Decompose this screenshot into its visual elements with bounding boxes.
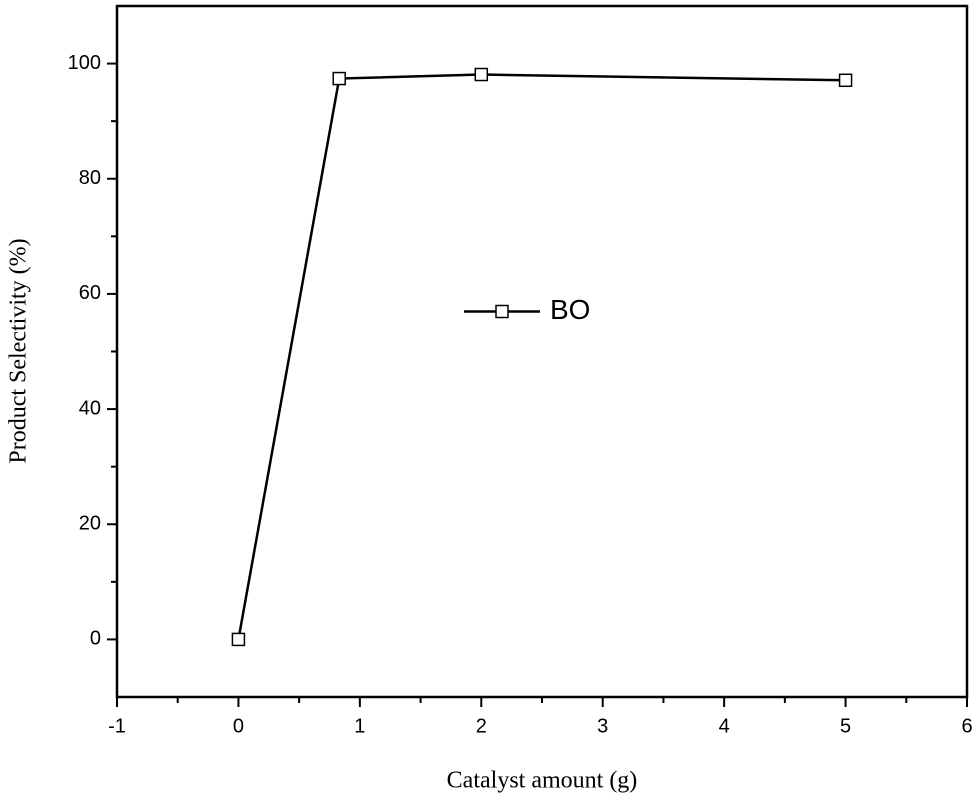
y-tick-label: 80 bbox=[79, 167, 101, 189]
y-tick-label: 60 bbox=[79, 282, 101, 304]
x-tick-label: -1 bbox=[108, 715, 126, 737]
series-line bbox=[237, 73, 846, 640]
x-tick-label: 3 bbox=[597, 715, 608, 737]
legend-marker bbox=[495, 304, 509, 319]
marker bbox=[332, 71, 346, 86]
x-tick-label: 6 bbox=[961, 715, 972, 737]
x-tick-label: 5 bbox=[840, 715, 851, 737]
marker bbox=[838, 73, 853, 88]
y-tick-label: 0 bbox=[90, 628, 101, 650]
y-tick-label: 40 bbox=[79, 397, 101, 419]
y-axis-label: Product Selectivity (%) bbox=[6, 238, 32, 463]
x-tick-label: 0 bbox=[233, 715, 244, 737]
marker bbox=[474, 67, 489, 82]
plot-frame bbox=[115, 4, 969, 699]
x-tick-label: 2 bbox=[476, 715, 487, 737]
x-tick-label: 1 bbox=[354, 715, 365, 737]
x-axis-label: Catalyst amount (g) bbox=[447, 768, 638, 794]
legend-label: BO bbox=[550, 294, 590, 325]
y-tick-label: 100 bbox=[68, 52, 101, 74]
y-tick-label: 20 bbox=[79, 513, 101, 535]
x-tick-label: 4 bbox=[719, 715, 730, 737]
marker bbox=[231, 632, 246, 647]
